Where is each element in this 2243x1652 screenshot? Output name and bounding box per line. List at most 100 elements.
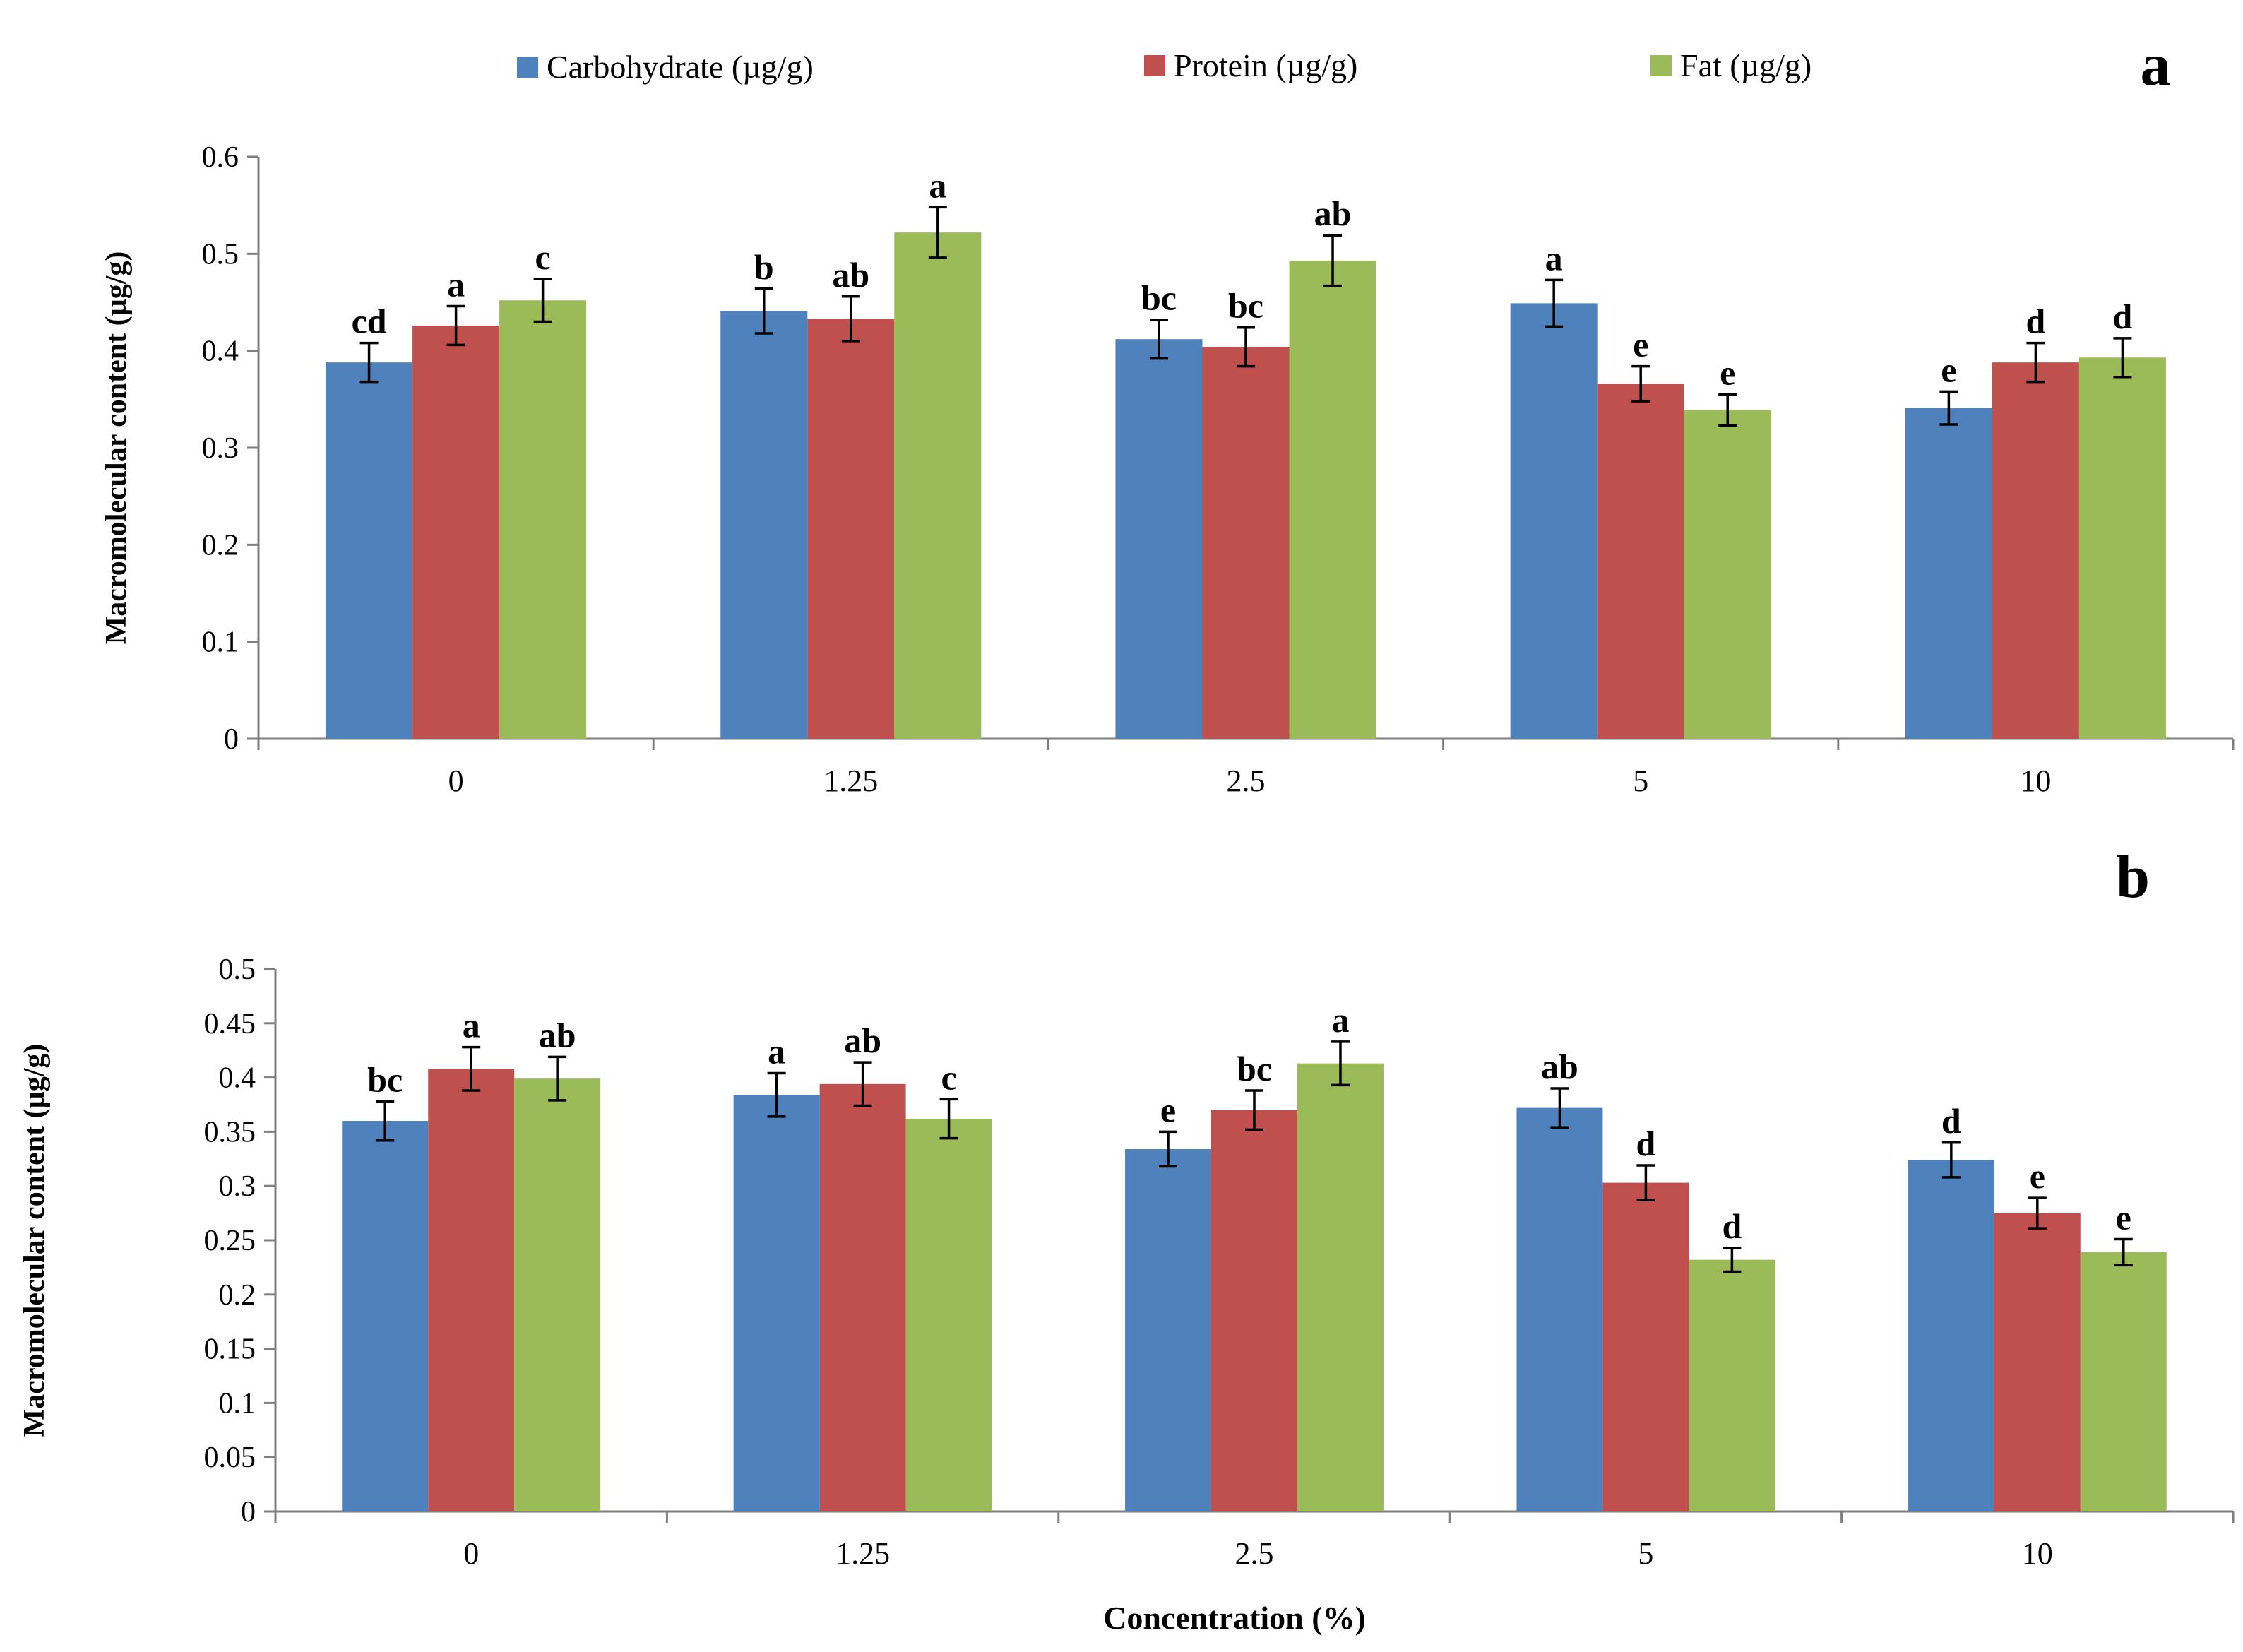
- x-tick-label: 2.5: [1227, 763, 1266, 798]
- y-tick-label: 0.25: [204, 1225, 256, 1257]
- chart-panel-b: b 0 0.05 0.1 0.15 0.2 0.25 0.3 0.35 0.4 0.45 0.5 0 1.…: [18, 843, 2235, 1571]
- panel-label: a: [2141, 30, 2171, 98]
- y-tick-label: 0.5: [219, 953, 256, 986]
- bar: [326, 362, 413, 739]
- significance-label: e: [1941, 350, 1956, 389]
- y-tick-label: 0.45: [204, 1008, 256, 1040]
- significance-label: e: [2030, 1156, 2045, 1196]
- bar: [2078, 357, 2166, 739]
- y-tick-label: 0.35: [204, 1116, 256, 1148]
- x-tick-label: 0: [448, 763, 464, 798]
- legend-swatch-1: [1144, 55, 1165, 76]
- significance-label: bc: [1228, 286, 1263, 326]
- bar: [720, 311, 808, 739]
- bar: [428, 1069, 515, 1511]
- x-tick-label: 2.5: [1235, 1536, 1274, 1571]
- bar: [342, 1121, 429, 1511]
- significance-label: e: [2116, 1197, 2131, 1237]
- significance-label: d: [1722, 1206, 1742, 1246]
- bar: [1684, 410, 1771, 739]
- chart-panel-a: a 0 0.1 0.2 0.3 0.4 0.5 0.6 0 1.25 2.5 5 10 Macromole…: [100, 30, 2235, 798]
- significance-label: e: [1633, 325, 1648, 364]
- bar: [894, 232, 982, 739]
- significance-label: bc: [1141, 278, 1177, 318]
- bar: [819, 1083, 906, 1511]
- significance-label: d: [2025, 302, 2045, 341]
- y-tick-label: 0: [224, 723, 239, 756]
- significance-label: a: [1545, 238, 1563, 278]
- x-tick-label: 0: [463, 1536, 479, 1571]
- significance-label: e: [1720, 352, 1735, 392]
- bar: [1202, 347, 1290, 739]
- y-tick-label: 0: [241, 1496, 256, 1528]
- bar: [1689, 1259, 1775, 1511]
- y-tick-label: 0.4: [202, 335, 239, 368]
- bar: [1992, 362, 2079, 739]
- y-axis-title: Macromolecular content (µg/g): [100, 251, 133, 645]
- significance-label: ab: [1541, 1047, 1578, 1086]
- x-tick-label: 10: [2020, 763, 2051, 798]
- bar: [1289, 260, 1376, 739]
- y-tick-label: 0.2: [202, 529, 239, 561]
- significance-label: d: [1941, 1101, 1961, 1141]
- bar: [2080, 1252, 2167, 1511]
- bar: [807, 319, 895, 739]
- x-tick-label: 1.25: [835, 1536, 890, 1571]
- bar: [1905, 408, 1992, 739]
- legend-label-1: Protein (µg/g): [1174, 47, 1357, 83]
- bar: [733, 1095, 820, 1511]
- significance-label: b: [754, 247, 774, 287]
- bar: [499, 300, 587, 739]
- bar: [1115, 339, 1203, 739]
- significance-label: c: [535, 237, 551, 277]
- significance-label: a: [463, 1006, 480, 1045]
- significance-label: a: [929, 165, 946, 205]
- significance-label: bc: [367, 1059, 403, 1099]
- legend-label-2: Fat (µg/g): [1680, 47, 1811, 83]
- y-tick-label: 0.3: [219, 1170, 256, 1203]
- bar: [1597, 384, 1684, 739]
- bar: [1125, 1148, 1212, 1511]
- y-tick-label: 0.05: [204, 1442, 256, 1474]
- legend: Carbohydrate (µg/g) Protein (µg/g) Fat (µg…: [517, 47, 1811, 85]
- bar: [1211, 1110, 1297, 1511]
- y-tick-label: 0.6: [202, 141, 239, 174]
- significance-label: a: [447, 264, 465, 304]
- bar: [1516, 1107, 1603, 1511]
- x-axis-title: Concentration (%): [1103, 1600, 1366, 1636]
- y-axis-title: Macromolecular content (µg/g): [18, 1044, 51, 1437]
- y-tick-label: 0.3: [202, 432, 239, 465]
- significance-label: c: [941, 1057, 956, 1097]
- x-tick-label: 10: [2022, 1536, 2053, 1571]
- legend-swatch-0: [517, 57, 538, 78]
- significance-label: d: [1636, 1124, 1655, 1163]
- bar: [514, 1078, 601, 1511]
- bar: [1297, 1063, 1384, 1511]
- significance-label: ab: [832, 255, 869, 295]
- x-tick-label: 1.25: [823, 763, 878, 798]
- significance-label: e: [1160, 1090, 1176, 1129]
- y-tick-label: 0.4: [219, 1062, 256, 1095]
- y-tick-label: 0.1: [219, 1387, 256, 1420]
- bar: [1994, 1213, 2081, 1511]
- bar: [905, 1118, 992, 1511]
- significance-label: ab: [844, 1021, 881, 1060]
- y-tick-label: 0.1: [202, 626, 239, 659]
- x-tick-label: 5: [1633, 763, 1648, 798]
- significance-label: bc: [1237, 1049, 1272, 1088]
- legend-swatch-2: [1650, 55, 1672, 76]
- y-tick-label: 0.15: [204, 1333, 256, 1366]
- y-tick-label: 0.5: [202, 238, 239, 271]
- y-tick-label: 0.2: [219, 1279, 256, 1312]
- panel-label: b: [2116, 843, 2150, 910]
- bar: [1908, 1160, 1994, 1511]
- legend-label-0: Carbohydrate (µg/g): [547, 49, 814, 85]
- bar: [412, 325, 500, 739]
- bar: [1510, 303, 1598, 739]
- significance-label: a: [768, 1031, 785, 1071]
- significance-label: cd: [352, 302, 387, 341]
- significance-label: a: [1331, 1000, 1349, 1040]
- x-tick-label: 5: [1638, 1536, 1653, 1571]
- significance-label: ab: [1314, 194, 1352, 233]
